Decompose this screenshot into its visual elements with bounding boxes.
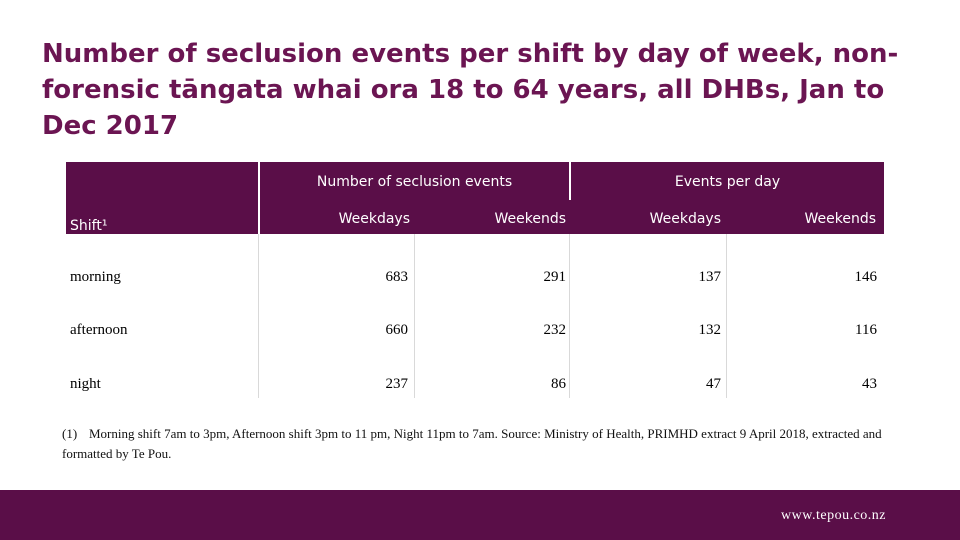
cell-morning-weekends-events: 291 xyxy=(543,269,567,285)
cell-afternoon-weekends-per-day: 116 xyxy=(855,322,877,338)
cell-afternoon-weekdays-per-day: 132 xyxy=(698,322,722,338)
row-header-shift: Shift¹ xyxy=(70,218,108,234)
footer-bar: www.tepou.co.nz xyxy=(0,490,960,540)
page-title: Number of seclusion events per shift by … xyxy=(42,39,899,141)
cell-night-weekdays-per-day: 47 xyxy=(706,376,721,392)
column-divider xyxy=(726,234,727,398)
row-label-morning: morning xyxy=(70,269,121,285)
column-divider xyxy=(414,234,415,398)
column-divider xyxy=(569,234,570,398)
column-divider xyxy=(258,234,259,398)
cell-afternoon-weekends-events: 232 xyxy=(543,322,567,338)
col-header-weekdays-2: Weekdays xyxy=(649,211,721,227)
footnote-text: Morning shift 7am to 3pm, Afternoon shif… xyxy=(62,426,882,461)
group-header-events-per-day: Events per day xyxy=(674,174,781,190)
header-divider xyxy=(569,162,571,200)
footnote-marker: (1) xyxy=(62,426,78,441)
data-table: Number of seclusion events Events per da… xyxy=(66,162,884,398)
group-header-seclusion-events: Number of seclusion events xyxy=(316,174,513,190)
cell-morning-weekends-per-day: 146 xyxy=(854,269,878,285)
cell-afternoon-weekdays-events: 660 xyxy=(385,322,409,338)
footnote: (1) Morning shift 7am to 3pm, Afternoon s… xyxy=(62,424,892,464)
col-header-weekends-2: Weekends xyxy=(804,211,876,227)
footer-url: www.tepou.co.nz xyxy=(781,508,886,523)
col-header-weekends-1: Weekends xyxy=(494,211,566,227)
col-header-weekdays-1: Weekdays xyxy=(338,211,410,227)
cell-morning-weekdays-per-day: 137 xyxy=(698,269,722,285)
table-header-row-1 xyxy=(66,162,884,200)
row-label-night: night xyxy=(70,376,101,392)
cell-night-weekends-events: 86 xyxy=(551,376,566,392)
cell-morning-weekdays-events: 683 xyxy=(385,269,409,285)
cell-night-weekends-per-day: 43 xyxy=(862,376,877,392)
table-header-row-2 xyxy=(66,200,884,234)
row-label-afternoon: afternoon xyxy=(70,322,128,338)
cell-night-weekdays-events: 237 xyxy=(385,376,409,392)
header-divider xyxy=(258,162,260,234)
